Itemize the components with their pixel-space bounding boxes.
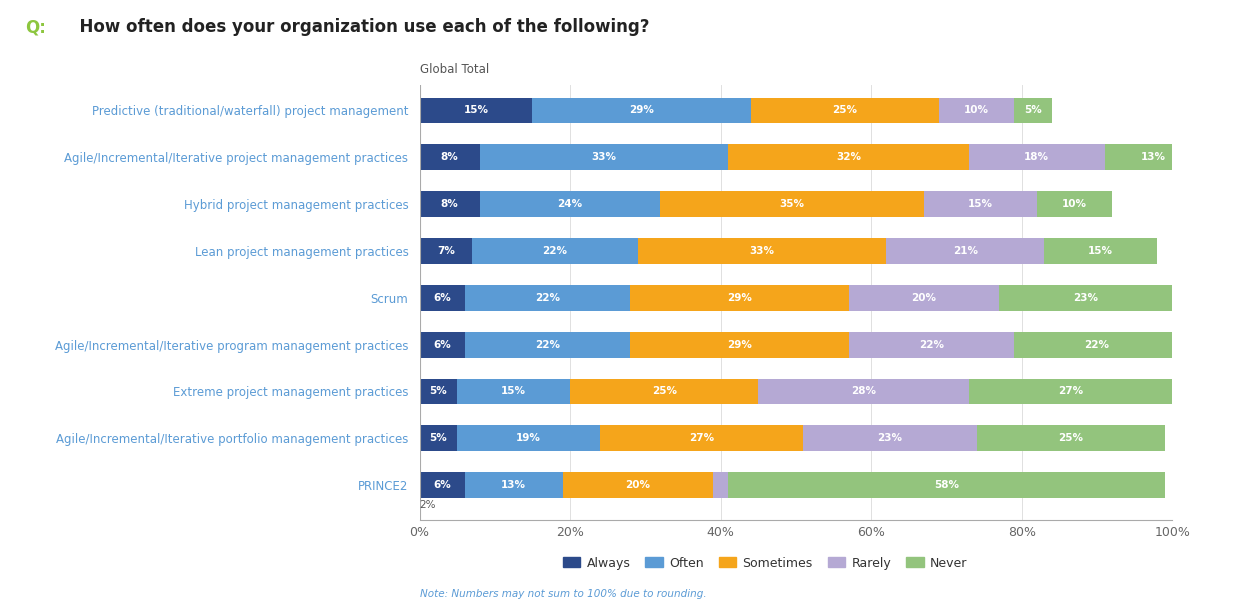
Bar — [713, 473, 728, 498]
Bar — [420, 191, 480, 217]
Bar — [420, 332, 465, 358]
Text: 28%: 28% — [851, 387, 876, 396]
Bar — [420, 379, 457, 404]
Text: 35%: 35% — [780, 199, 805, 209]
Text: 29%: 29% — [727, 293, 752, 303]
Bar — [420, 285, 465, 311]
Bar — [969, 145, 1104, 170]
Text: Note: Numbers may not sum to 100% due to rounding.: Note: Numbers may not sum to 100% due to… — [420, 589, 706, 599]
Bar — [480, 145, 728, 170]
Bar — [457, 425, 600, 451]
Text: 22%: 22% — [543, 246, 568, 256]
Bar — [758, 379, 969, 404]
Bar — [1000, 285, 1172, 311]
Bar — [480, 191, 660, 217]
Bar — [1044, 238, 1157, 264]
Text: 25%: 25% — [1059, 433, 1083, 443]
Bar — [1104, 145, 1202, 170]
Bar — [750, 97, 939, 123]
Bar — [1014, 332, 1180, 358]
Text: 22%: 22% — [536, 293, 560, 303]
Legend: Always, Often, Sometimes, Rarely, Never: Always, Often, Sometimes, Rarely, Never — [558, 552, 972, 575]
Text: Global Total: Global Total — [420, 63, 489, 76]
Bar — [638, 238, 886, 264]
Bar — [563, 473, 713, 498]
Bar — [728, 473, 1165, 498]
Text: 2%: 2% — [420, 500, 436, 511]
Bar — [660, 191, 924, 217]
Bar — [969, 379, 1172, 404]
Bar — [939, 97, 1014, 123]
Bar — [886, 238, 1044, 264]
Text: 6%: 6% — [433, 293, 450, 303]
Bar — [457, 379, 570, 404]
Text: 21%: 21% — [953, 246, 977, 256]
Text: 13%: 13% — [501, 480, 526, 490]
Bar — [849, 332, 1014, 358]
Bar — [803, 425, 976, 451]
Text: 6%: 6% — [433, 480, 450, 490]
Text: 5%: 5% — [1024, 105, 1041, 116]
Text: 19%: 19% — [516, 433, 542, 443]
Text: 22%: 22% — [919, 339, 944, 350]
Text: 27%: 27% — [1058, 387, 1083, 396]
Text: 23%: 23% — [877, 433, 902, 443]
Text: 32%: 32% — [837, 152, 861, 162]
Text: 25%: 25% — [833, 105, 858, 116]
Text: 27%: 27% — [690, 433, 714, 443]
Bar — [420, 473, 465, 498]
Text: 8%: 8% — [441, 152, 459, 162]
Text: 22%: 22% — [1085, 339, 1109, 350]
Bar — [1037, 191, 1112, 217]
Bar — [473, 238, 638, 264]
Text: 18%: 18% — [1024, 152, 1049, 162]
Bar — [976, 425, 1165, 451]
Bar — [420, 97, 533, 123]
Text: 7%: 7% — [437, 246, 455, 256]
Bar — [420, 238, 473, 264]
Text: 24%: 24% — [558, 199, 582, 209]
Text: How often does your organization use each of the following?: How often does your organization use eac… — [68, 18, 649, 36]
Text: 13%: 13% — [1141, 152, 1166, 162]
Bar — [924, 191, 1037, 217]
Text: 6%: 6% — [433, 339, 450, 350]
Bar — [570, 379, 758, 404]
Text: 33%: 33% — [749, 246, 775, 256]
Text: 10%: 10% — [1062, 199, 1087, 209]
Bar — [600, 425, 803, 451]
Text: 29%: 29% — [727, 339, 752, 350]
Text: Q:: Q: — [25, 18, 46, 36]
Text: 15%: 15% — [1088, 246, 1113, 256]
Text: 20%: 20% — [626, 480, 650, 490]
Bar — [1014, 97, 1051, 123]
Text: 33%: 33% — [591, 152, 617, 162]
Bar — [728, 145, 969, 170]
Text: 29%: 29% — [629, 105, 654, 116]
Text: 8%: 8% — [441, 199, 459, 209]
Bar — [465, 285, 631, 311]
Text: 22%: 22% — [536, 339, 560, 350]
Bar — [533, 97, 750, 123]
Text: 15%: 15% — [464, 105, 489, 116]
Text: 5%: 5% — [429, 387, 447, 396]
Text: 20%: 20% — [912, 293, 937, 303]
Bar — [465, 473, 563, 498]
Bar — [631, 285, 849, 311]
Bar — [849, 285, 1000, 311]
Text: 10%: 10% — [964, 105, 990, 116]
Text: 23%: 23% — [1074, 293, 1098, 303]
Text: 5%: 5% — [429, 433, 447, 443]
Bar — [631, 332, 849, 358]
Bar — [465, 332, 631, 358]
Text: 15%: 15% — [501, 387, 526, 396]
Bar — [420, 425, 457, 451]
Text: 58%: 58% — [934, 480, 959, 490]
Text: 25%: 25% — [652, 387, 676, 396]
Bar — [420, 145, 480, 170]
Text: 15%: 15% — [967, 199, 993, 209]
